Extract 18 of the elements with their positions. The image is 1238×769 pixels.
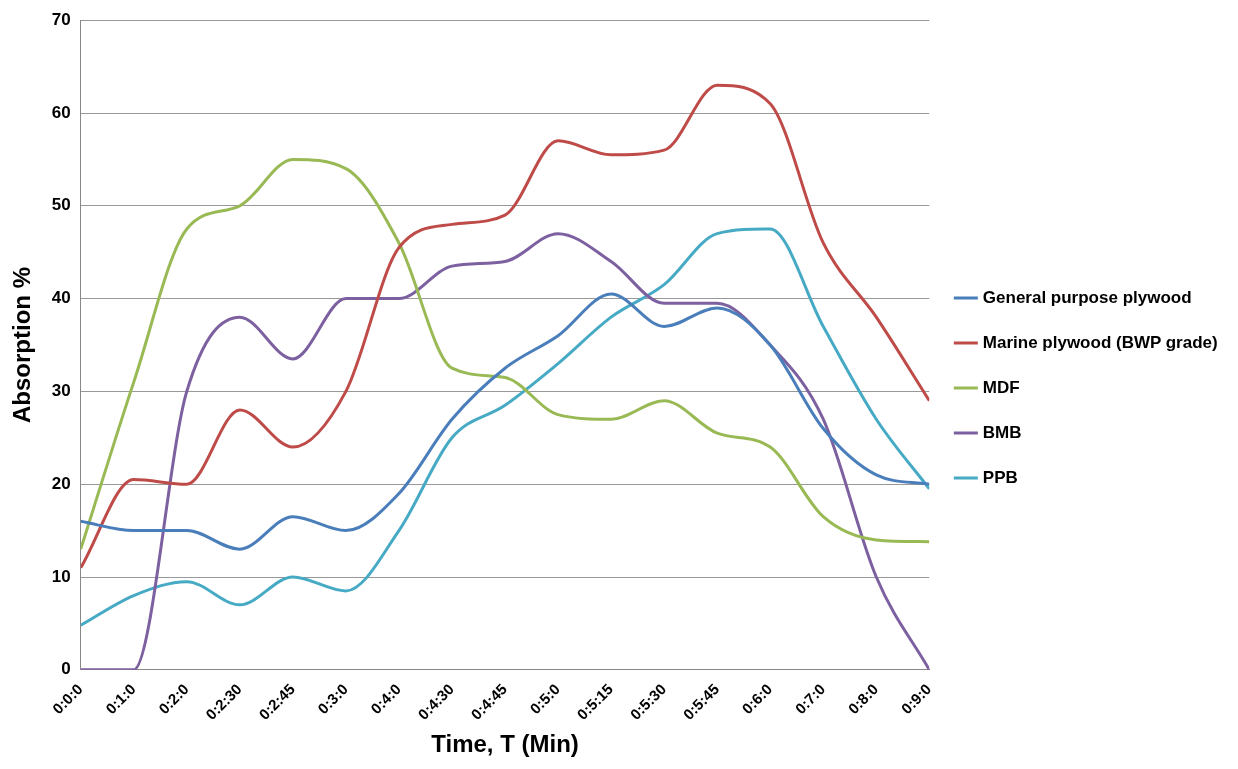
legend-label: General purpose plywood [982, 287, 1192, 307]
y-tick-label: 0 [61, 659, 71, 679]
x-axis-title: Time, T (Min) [431, 730, 579, 758]
y-tick-label: 70 [51, 9, 71, 29]
y-tick-label: 50 [51, 195, 71, 215]
legend-label: MDF [982, 377, 1020, 397]
y-tick-label: 40 [51, 288, 71, 308]
legend-label: PPB [982, 467, 1018, 487]
y-axis-title: Absorption % [8, 267, 36, 424]
line-series [80, 157, 930, 551]
y-tick-label: 60 [51, 102, 71, 122]
legend-label: Marine plywood (BWP grade) [982, 332, 1218, 352]
legend-label: BMB [982, 422, 1022, 442]
y-tick-label: 30 [51, 381, 71, 401]
line-series [80, 83, 930, 570]
y-tick-label: 10 [51, 566, 71, 586]
y-tick-label: 20 [51, 473, 71, 493]
line-series [80, 292, 930, 551]
